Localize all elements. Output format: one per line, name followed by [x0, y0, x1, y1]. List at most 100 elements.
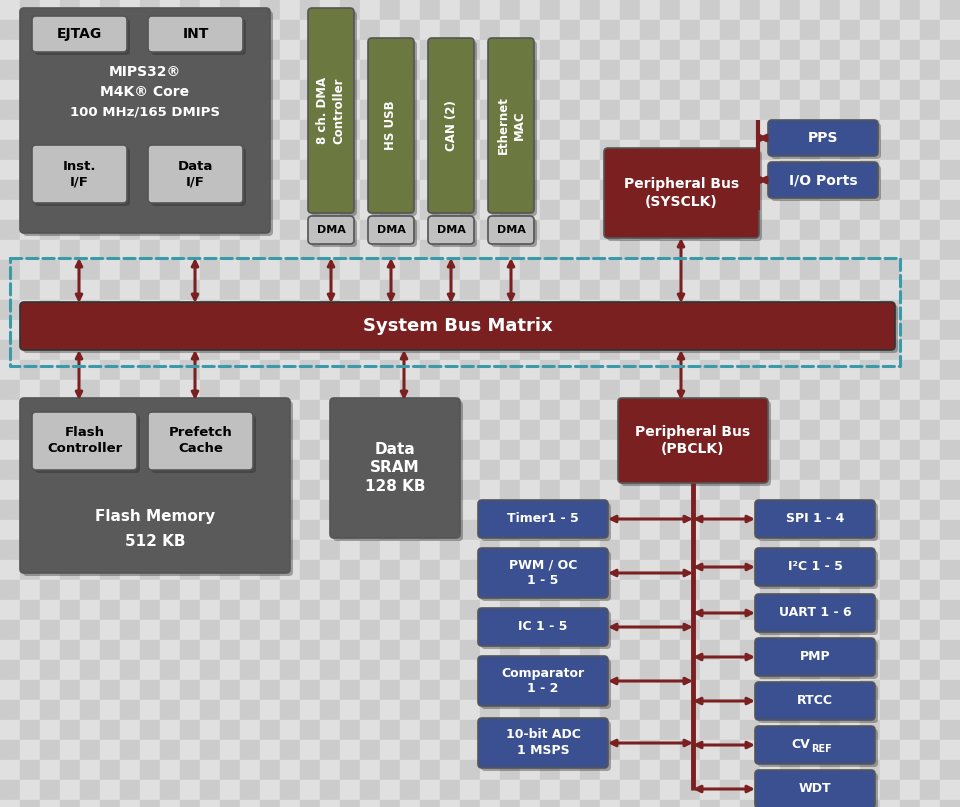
- Bar: [300, 600, 320, 620]
- Bar: [600, 120, 620, 140]
- Bar: [640, 640, 660, 660]
- Bar: [700, 120, 720, 140]
- Bar: [300, 460, 320, 480]
- Bar: [360, 780, 380, 800]
- Bar: [700, 600, 720, 620]
- Bar: [240, 20, 260, 40]
- Bar: [740, 720, 760, 740]
- Text: DMA: DMA: [437, 225, 466, 235]
- Text: 8 ch. DMA
Controller: 8 ch. DMA Controller: [317, 77, 346, 144]
- Bar: [400, 20, 420, 40]
- Bar: [60, 180, 80, 200]
- Bar: [840, 660, 860, 680]
- Bar: [40, 460, 60, 480]
- Bar: [200, 740, 220, 760]
- Bar: [400, 40, 420, 60]
- Bar: [0, 620, 20, 640]
- Bar: [380, 680, 400, 700]
- Bar: [340, 700, 360, 720]
- Bar: [720, 580, 740, 600]
- Bar: [820, 120, 840, 140]
- Bar: [480, 260, 500, 280]
- Bar: [580, 720, 600, 740]
- Bar: [160, 700, 180, 720]
- Bar: [380, 640, 400, 660]
- Bar: [700, 0, 720, 20]
- Bar: [860, 740, 880, 760]
- Bar: [0, 700, 20, 720]
- Bar: [300, 720, 320, 740]
- Bar: [580, 520, 600, 540]
- Bar: [180, 220, 200, 240]
- Bar: [260, 140, 280, 160]
- Bar: [220, 760, 240, 780]
- Bar: [860, 20, 880, 40]
- Bar: [700, 760, 720, 780]
- Bar: [420, 0, 440, 20]
- Bar: [0, 580, 20, 600]
- Bar: [820, 400, 840, 420]
- Bar: [820, 800, 840, 807]
- Bar: [480, 340, 500, 360]
- Bar: [20, 320, 40, 340]
- Bar: [40, 380, 60, 400]
- Bar: [80, 620, 100, 640]
- Bar: [880, 780, 900, 800]
- Bar: [820, 500, 840, 520]
- Bar: [160, 500, 180, 520]
- Text: PPS: PPS: [807, 131, 838, 145]
- Bar: [920, 180, 940, 200]
- Bar: [260, 20, 280, 40]
- Bar: [320, 300, 340, 320]
- Bar: [680, 740, 700, 760]
- Bar: [720, 380, 740, 400]
- Bar: [160, 140, 180, 160]
- Bar: [620, 640, 640, 660]
- Bar: [360, 460, 380, 480]
- Bar: [420, 660, 440, 680]
- Bar: [920, 740, 940, 760]
- Bar: [440, 240, 460, 260]
- Bar: [140, 520, 160, 540]
- Bar: [160, 520, 180, 540]
- Bar: [0, 280, 20, 300]
- Bar: [320, 120, 340, 140]
- Bar: [300, 200, 320, 220]
- Bar: [900, 520, 920, 540]
- Bar: [280, 660, 300, 680]
- Bar: [0, 0, 20, 20]
- Bar: [600, 480, 620, 500]
- Bar: [660, 100, 680, 120]
- Bar: [740, 560, 760, 580]
- Bar: [520, 640, 540, 660]
- Bar: [680, 40, 700, 60]
- Bar: [660, 460, 680, 480]
- Bar: [80, 520, 100, 540]
- Bar: [900, 120, 920, 140]
- Bar: [940, 480, 960, 500]
- Bar: [440, 640, 460, 660]
- Bar: [680, 20, 700, 40]
- Bar: [840, 100, 860, 120]
- Bar: [600, 440, 620, 460]
- Bar: [120, 40, 140, 60]
- Bar: [220, 200, 240, 220]
- Bar: [240, 580, 260, 600]
- Text: CV: CV: [791, 738, 810, 751]
- Bar: [920, 700, 940, 720]
- FancyBboxPatch shape: [488, 216, 534, 244]
- Bar: [440, 160, 460, 180]
- Bar: [300, 60, 320, 80]
- Bar: [640, 440, 660, 460]
- Bar: [300, 740, 320, 760]
- Bar: [280, 500, 300, 520]
- Bar: [380, 440, 400, 460]
- Bar: [420, 180, 440, 200]
- Bar: [20, 780, 40, 800]
- Bar: [740, 500, 760, 520]
- Bar: [0, 40, 20, 60]
- Bar: [780, 740, 800, 760]
- Bar: [60, 260, 80, 280]
- Bar: [580, 340, 600, 360]
- Bar: [300, 100, 320, 120]
